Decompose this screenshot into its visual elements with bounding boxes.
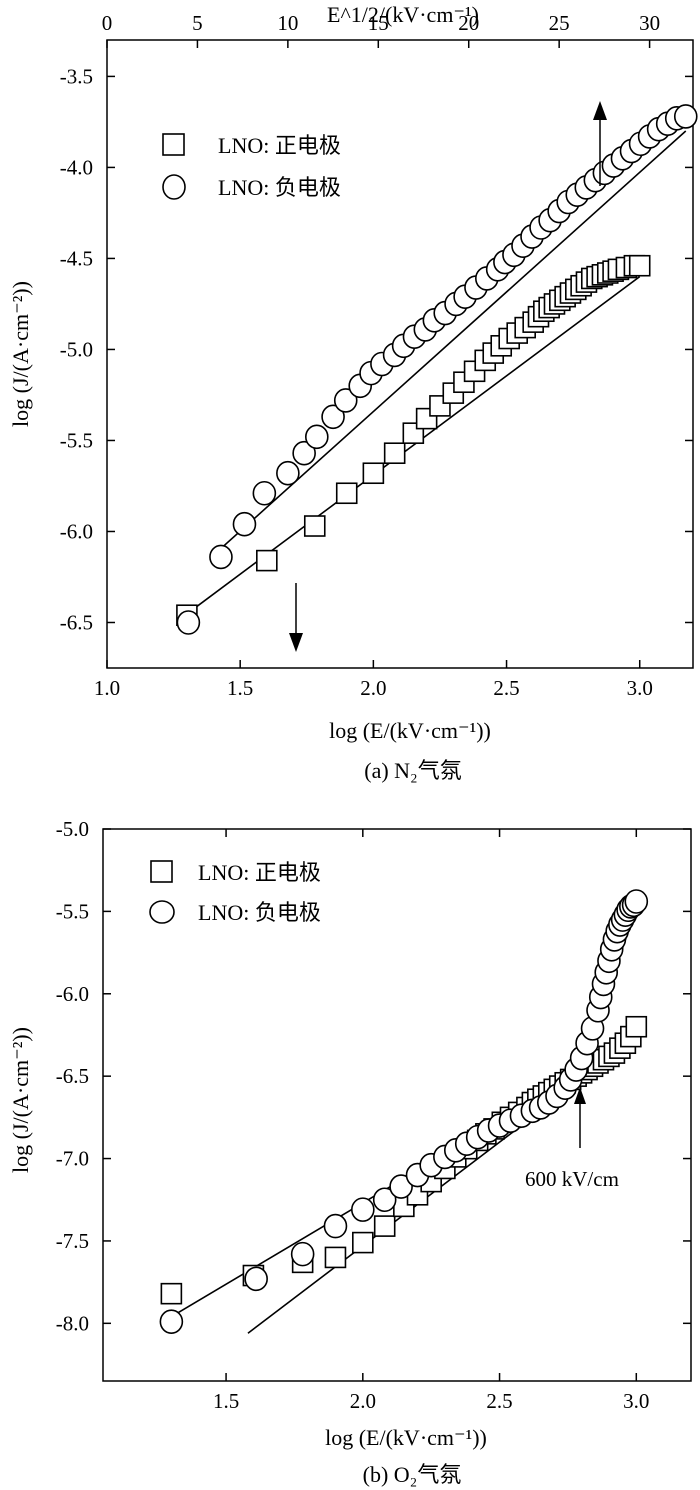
y-tick-label: -4.0 <box>60 155 93 179</box>
y-tick-label: -8.0 <box>56 1311 89 1335</box>
y-tick-label: -3.5 <box>60 64 93 88</box>
data-point-circle <box>244 1266 268 1292</box>
panel-b-y-axis-title: log (J/(A·cm⁻²)) <box>8 1027 33 1173</box>
panel-a-markers <box>176 104 698 635</box>
panel-b-tick-labels: 1.5 2.0 2.5 3.0 -5.0 -5.5 -6.0 -6.5 -7.0 -7.5 -8.0 <box>56 817 650 1413</box>
panel-a-x-axis-title: log (E/(kV·cm⁻¹)) <box>329 718 491 743</box>
panel-a-plot-frame <box>106 39 694 669</box>
data-point-square <box>256 549 278 572</box>
arrow-head-down <box>289 633 303 652</box>
data-point-square <box>628 254 651 277</box>
data-point-square <box>303 515 326 537</box>
x2-tick-label: 20 <box>458 11 479 35</box>
data-point-circle <box>252 480 277 506</box>
x-tick-label: 3.0 <box>623 1389 649 1413</box>
x-tick-label: 1.5 <box>213 1389 239 1413</box>
x-tick-label: 2.5 <box>493 676 519 700</box>
panel-a-ticks <box>106 40 693 668</box>
x-tick-label: 2.0 <box>360 676 386 700</box>
data-point-square <box>324 1246 347 1269</box>
data-point-circle <box>624 889 649 914</box>
data-point-circle <box>389 1174 413 1199</box>
data-point-circle <box>159 1309 184 1334</box>
y-tick-label: -5.5 <box>56 899 89 923</box>
x2-tick-label: 5 <box>192 11 203 35</box>
data-point-square <box>373 1215 396 1237</box>
panel-a-fit-lines <box>194 130 687 609</box>
y-tick-label: -6.5 <box>60 610 93 634</box>
legend-b-square-marker <box>150 860 173 883</box>
y-tick-label: -7.0 <box>56 1147 89 1171</box>
panel-b-caption: (b) O₂气氛 <box>363 1462 462 1487</box>
x-tick-label: 2.0 <box>350 1389 376 1413</box>
panel-b-x-axis-title: log (E/(kV·cm⁻¹)) <box>325 1425 487 1450</box>
x-tick-label: 1.0 <box>94 676 120 700</box>
panel-a-legend: LNO: 正电极 LNO: 负电极 <box>162 133 341 200</box>
panel-b-annotation-600: 600 kV/cm <box>525 1167 619 1191</box>
legend-a-label-positive: LNO: 正电极 <box>218 133 341 158</box>
x2-tick-label: 10 <box>277 11 298 35</box>
y-tick-label: -6.0 <box>60 519 93 543</box>
panel-a-caption: (a) N₂气氛 <box>364 758 461 783</box>
panel-a-top-axis-title: E^1/2/(kV·cm⁻¹) <box>327 2 479 27</box>
data-point-square <box>383 442 406 465</box>
data-point-circle <box>673 104 698 129</box>
x2-tick-label: 30 <box>639 11 660 35</box>
data-point-circle <box>323 1213 348 1239</box>
arrow-head-up <box>593 101 607 120</box>
data-point-circle <box>333 388 358 413</box>
data-point-circle <box>176 610 201 635</box>
data-point-circle <box>351 1197 375 1222</box>
panel-b-ticks <box>103 828 691 1381</box>
data-point-circle <box>232 511 257 537</box>
data-point-circle <box>305 424 329 450</box>
legend-b-circle-marker <box>149 900 175 924</box>
panel-a-tick-labels: 1.0 1.5 2.0 2.5 3.0 0 5 10 15 20 25 30 -3.5 -4.0 -4.5 -… <box>60 11 660 700</box>
y-tick-label: -5.5 <box>60 428 93 452</box>
x-tick-label: 2.5 <box>486 1389 512 1413</box>
panel-a-arrow-up <box>593 101 607 186</box>
y-tick-label: -5.0 <box>60 337 93 361</box>
legend-a-label-negative: LNO: 负电极 <box>218 175 341 200</box>
panel-b-plot-frame <box>102 828 692 1382</box>
panel-a-chart: 1.0 1.5 2.0 2.5 3.0 0 5 10 15 20 25 30 -3.5 -4.0 -4.5 -… <box>8 2 698 783</box>
panel-a-y-axis-title: log (J/(A·cm⁻²)) <box>8 281 33 427</box>
y-tick-label: -6.0 <box>56 982 89 1006</box>
y-tick-label: -7.5 <box>56 1229 89 1253</box>
panel-a-arrow-down <box>289 583 303 652</box>
y-tick-label: -5.0 <box>56 817 89 841</box>
legend-b-label-positive: LNO: 正电极 <box>198 860 321 885</box>
legend-b-label-negative: LNO: 负电极 <box>198 900 321 925</box>
x2-tick-label: 15 <box>368 11 389 35</box>
data-point-circle <box>276 460 300 486</box>
data-point-square <box>160 1282 183 1305</box>
data-point-circle <box>290 1241 315 1267</box>
data-point-square <box>335 482 358 505</box>
data-point-circle <box>292 440 316 466</box>
legend-a-square-marker <box>162 133 185 156</box>
x2-tick-label: 0 <box>102 11 113 35</box>
x-tick-label: 3.0 <box>627 676 653 700</box>
arrow-head-up <box>574 1087 586 1104</box>
data-point-square <box>362 462 385 485</box>
data-point-circle <box>372 1187 397 1213</box>
panel-b-markers <box>159 889 649 1334</box>
data-point-circle <box>209 544 233 570</box>
panel-b-arrow-600 <box>574 1087 586 1148</box>
x-tick-label: 1.5 <box>227 676 253 700</box>
legend-a-circle-marker <box>162 174 186 200</box>
panel-b-chart: 1.5 2.0 2.5 3.0 -5.0 -5.5 -6.0 -6.5 -7.0 -7.5 -8.0… <box>8 817 692 1487</box>
data-point-circle <box>321 404 345 430</box>
y-tick-label: -4.5 <box>60 246 93 270</box>
data-point-square <box>625 1015 648 1038</box>
y-tick-label: -6.5 <box>56 1064 89 1088</box>
data-point-square <box>352 1231 374 1254</box>
panel-b-fit-lines <box>170 891 643 1334</box>
panel-b-legend: LNO: 正电极 LNO: 负电极 <box>149 860 321 925</box>
x2-tick-label: 25 <box>549 11 570 35</box>
